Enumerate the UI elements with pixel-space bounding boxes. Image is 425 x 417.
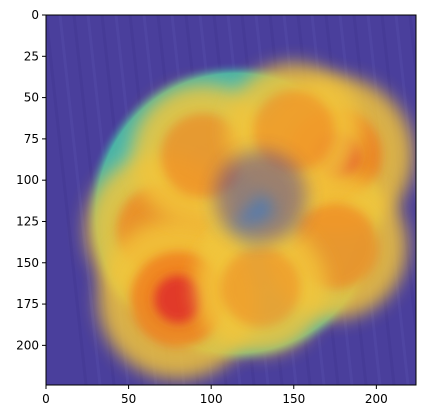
y-tick-label: 175	[16, 297, 39, 311]
center-cool-region	[214, 150, 307, 243]
y-tick-label: 25	[24, 49, 39, 63]
plot-area	[46, 15, 416, 385]
y-tick-label: 200	[16, 338, 39, 352]
hotspot-core	[253, 90, 334, 171]
hotspot-core	[221, 248, 300, 327]
x-tick-label: 100	[200, 392, 223, 406]
wood-stripe	[394, 15, 416, 214]
wood-stripe	[46, 15, 88, 385]
wood-stripe	[380, 15, 416, 344]
x-tick-label: 200	[365, 392, 388, 406]
y-tick-label: 75	[24, 132, 39, 146]
plot-frame	[45, 14, 417, 386]
y-axis: 0 25 50 75 100 125 150 175 200	[16, 8, 46, 352]
hotspot-layer	[86, 62, 414, 380]
x-tick-label: 150	[282, 392, 305, 406]
x-tick-label: 50	[121, 392, 136, 406]
y-tick-label: 150	[16, 256, 39, 270]
wood-stripe	[58, 15, 102, 385]
y-tick-label: 50	[24, 91, 39, 105]
y-tick-label: 0	[31, 8, 39, 22]
y-tick-label: 125	[16, 214, 39, 228]
y-tick-label: 100	[16, 173, 39, 187]
x-tick-label: 0	[42, 392, 50, 406]
x-axis: 0 50 100 150 200	[42, 385, 388, 406]
hotspot-peak	[154, 275, 202, 323]
